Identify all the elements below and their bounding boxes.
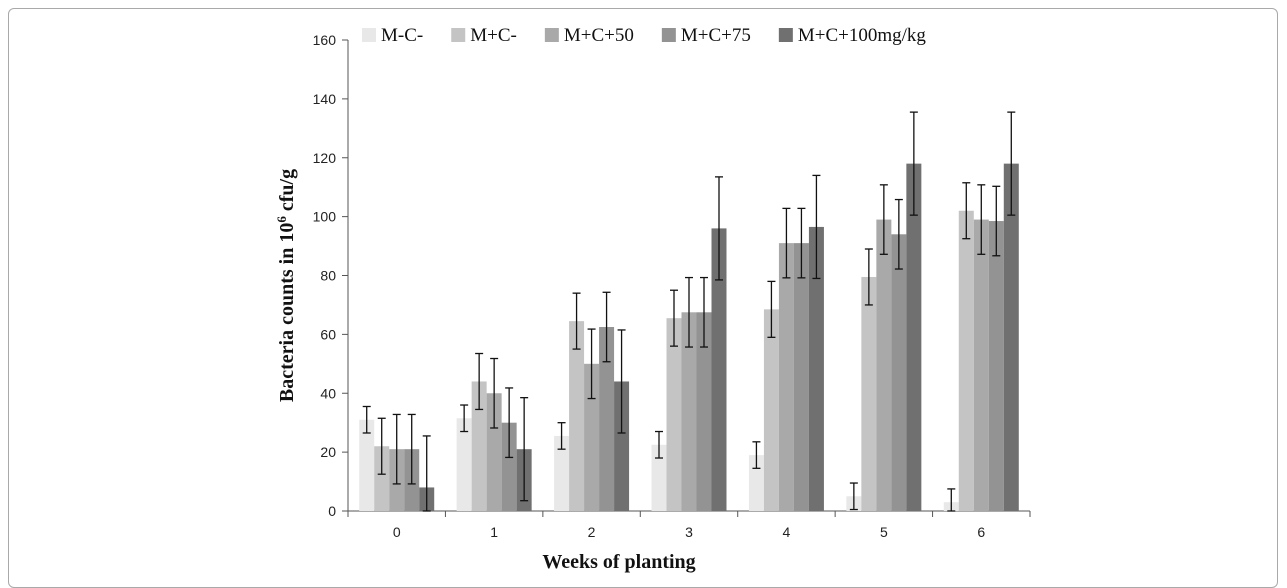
bar — [711, 228, 727, 511]
bar — [1003, 163, 1019, 511]
bar — [471, 381, 487, 511]
y-tick-label: 140 — [313, 91, 337, 107]
bar — [486, 393, 502, 511]
x-tick-label: 1 — [490, 524, 498, 540]
bar — [861, 276, 877, 511]
bar — [778, 243, 794, 511]
legend-swatch — [778, 28, 793, 42]
bar — [891, 234, 907, 511]
bar — [696, 312, 712, 511]
bar — [651, 444, 667, 511]
bar — [748, 455, 764, 511]
bar — [876, 219, 892, 511]
bar — [988, 221, 1004, 511]
y-tick-label: 100 — [313, 209, 337, 225]
legend-swatch — [451, 28, 466, 42]
legend: M-C- M+C- M+C+50 M+C+75 M+C+100mg/kg — [362, 25, 926, 46]
x-tick-label: 6 — [977, 524, 985, 540]
y-tick-label: 60 — [320, 326, 336, 342]
bar — [584, 363, 600, 511]
bar — [681, 312, 697, 511]
legend-label: M+C+50 — [564, 25, 634, 46]
x-tick-label: 4 — [783, 524, 791, 540]
y-tick-label: 80 — [320, 268, 336, 284]
bar — [763, 309, 779, 511]
legend-swatch — [544, 28, 559, 42]
bar — [906, 163, 922, 511]
bars — [359, 163, 1019, 512]
legend-label: M-C- — [381, 25, 423, 46]
legend-label: M+C- — [470, 25, 517, 46]
bar — [614, 381, 630, 511]
x-tick-label: 0 — [393, 524, 401, 540]
axes: 0 20 40 60 80 100 120 140 160 0 1 2 3 4 5 6 — [313, 32, 1031, 540]
bar — [359, 419, 375, 511]
y-tick-label: 160 — [313, 32, 337, 48]
legend-label: M+C+75 — [681, 25, 751, 46]
bar — [958, 210, 974, 512]
bar — [793, 243, 809, 511]
y-tick-label: 0 — [328, 503, 336, 519]
bar — [374, 446, 390, 511]
bar — [501, 422, 517, 511]
bar — [569, 321, 585, 511]
legend-swatch — [362, 28, 376, 42]
y-axis-title: Bacteria counts in 106 cfu/g — [274, 169, 299, 402]
y-tick-label: 40 — [320, 385, 336, 401]
error-bars — [362, 111, 1016, 512]
bar — [456, 418, 472, 511]
legend-label: M+C+100mg/kg — [798, 25, 927, 46]
y-tick-label: 20 — [320, 444, 336, 460]
bar — [599, 327, 615, 511]
bar — [554, 435, 570, 511]
bar — [808, 226, 824, 511]
bar — [973, 219, 989, 511]
y-tick-label: 120 — [313, 150, 337, 166]
bar-chart: M-C- M+C- M+C+50 M+C+75 M+C+100mg/kg 0204060… — [274, 25, 1031, 573]
bar — [666, 318, 682, 511]
x-tick-label: 2 — [588, 524, 596, 540]
x-tick-label: 5 — [880, 524, 888, 540]
legend-swatch — [661, 28, 676, 42]
x-tick-label: 3 — [685, 524, 693, 540]
x-axis-title: Weeks of planting — [542, 551, 695, 573]
